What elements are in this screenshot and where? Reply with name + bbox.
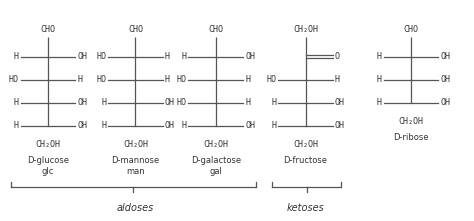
Text: CH₂OH: CH₂OH — [399, 117, 423, 126]
Text: CHO: CHO — [403, 25, 419, 34]
Text: H: H — [182, 121, 186, 130]
Text: CHO: CHO — [40, 25, 55, 34]
Text: H: H — [164, 52, 170, 61]
Text: H: H — [77, 75, 82, 84]
Text: OH: OH — [77, 98, 87, 107]
Text: HO: HO — [176, 98, 186, 107]
Text: HO: HO — [96, 75, 106, 84]
Text: H: H — [101, 121, 106, 130]
Text: CH₂OH: CH₂OH — [203, 140, 228, 149]
Text: CH₂OH: CH₂OH — [293, 140, 318, 149]
Text: CHO: CHO — [208, 25, 223, 34]
Text: D-galactose
gal: D-galactose gal — [191, 156, 241, 175]
Text: D-fructose: D-fructose — [283, 156, 328, 165]
Text: D-ribose: D-ribose — [393, 133, 428, 142]
Text: OH: OH — [164, 121, 175, 130]
Text: H: H — [377, 52, 382, 61]
Text: OH: OH — [335, 121, 345, 130]
Text: OH: OH — [335, 98, 345, 107]
Text: OH: OH — [440, 52, 450, 61]
Text: H: H — [182, 52, 186, 61]
Text: CH₂OH: CH₂OH — [123, 140, 148, 149]
Text: OH: OH — [245, 52, 255, 61]
Text: H: H — [14, 52, 18, 61]
Text: H: H — [271, 121, 276, 130]
Text: H: H — [335, 75, 340, 84]
Text: CHO: CHO — [128, 25, 143, 34]
Text: CH₂OH: CH₂OH — [36, 140, 61, 149]
Text: OH: OH — [440, 75, 450, 84]
Text: OH: OH — [245, 121, 255, 130]
Text: D-glucose
glc: D-glucose glc — [27, 156, 69, 175]
Text: OH: OH — [77, 52, 87, 61]
Text: H: H — [101, 98, 106, 107]
Text: H: H — [14, 98, 18, 107]
Text: H: H — [164, 75, 170, 84]
Text: H: H — [14, 121, 18, 130]
Text: H: H — [271, 98, 276, 107]
Text: OH: OH — [77, 121, 87, 130]
Text: HO: HO — [9, 75, 18, 84]
Text: ketoses: ketoses — [287, 203, 324, 213]
Text: aldoses: aldoses — [117, 203, 154, 213]
Text: D-mannose
man: D-mannose man — [111, 156, 160, 175]
Text: H: H — [245, 75, 250, 84]
Text: OH: OH — [440, 98, 450, 107]
Text: CH₂OH: CH₂OH — [293, 25, 318, 34]
Text: HO: HO — [266, 75, 276, 84]
Text: H: H — [245, 98, 250, 107]
Text: H: H — [377, 98, 382, 107]
Text: HO: HO — [176, 75, 186, 84]
Text: O: O — [335, 52, 340, 61]
Text: HO: HO — [96, 52, 106, 61]
Text: H: H — [377, 75, 382, 84]
Text: OH: OH — [164, 98, 175, 107]
